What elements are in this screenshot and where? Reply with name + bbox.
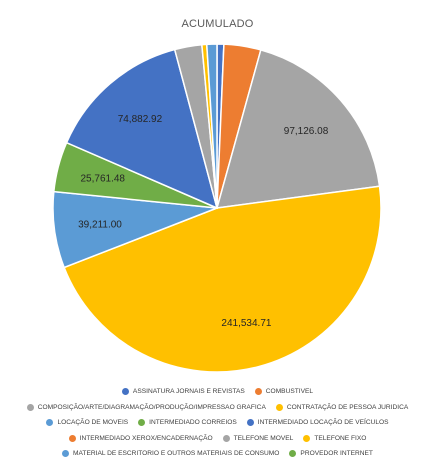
legend-row: LOCAÇÃO DE MOVEIS INTERMEDIADO CORREIOS IN… bbox=[0, 415, 435, 431]
legend-item-combustivel: COMBUSTIVEL bbox=[254, 388, 314, 396]
legend-row: COMPOSIÇÃO/ARTE/DIAGRAMAÇÃO/PRODUÇÃO/IMP… bbox=[0, 400, 435, 416]
legend-swatch bbox=[303, 434, 311, 442]
slice-intermediado-locacao-de-veiculos bbox=[65, 48, 219, 210]
chart-legend: ASSINATURA JORNAIS E REVISTAS COMBUSTIVEL… bbox=[0, 384, 435, 462]
legend-label: INTERMEDIADO CORREIOS bbox=[149, 419, 237, 427]
legend-swatch bbox=[289, 450, 297, 458]
legend-label: TELEFONE MOVEL bbox=[233, 434, 294, 442]
legend-item-intermediado-locacao-de-veiculos: INTERMEDIADO LOCAÇÃO DE VEÍCULOS bbox=[246, 419, 389, 427]
data-label-contratacao-de-pessoa-juridica: 241,534.71 bbox=[221, 318, 271, 329]
legend-item-telefone-fixo: TELEFONE FIXO bbox=[303, 434, 367, 442]
slice-contratacao-de-pessoa-juridica bbox=[63, 185, 382, 373]
legend-label: INTERMEDIADO LOCAÇÃO DE VEÍCULOS bbox=[257, 419, 389, 427]
legend-label: LOCAÇÃO DE MOVEIS bbox=[57, 419, 129, 427]
legend-label: ASSINATURA JORNAIS E REVISTAS bbox=[132, 388, 245, 396]
pie-chart: 97,126.08 241,534.71 39,211.00 25,761.48 74,… bbox=[52, 43, 382, 373]
legend-item-locacao-de-moveis: LOCAÇÃO DE MOVEIS bbox=[46, 419, 129, 427]
legend-label: COMBUSTIVEL bbox=[265, 388, 314, 396]
data-label-locacao-de-moveis: 39,211.00 bbox=[78, 219, 122, 230]
slice-material-de-escritorio-e-outros-materiais-de-consumo bbox=[205, 43, 218, 209]
legend-item-contratacao-de-pessoa-juridica: CONTRATAÇÃO DE PESSOA JURIDICA bbox=[275, 403, 409, 411]
legend-swatch bbox=[254, 388, 262, 396]
legend-swatch bbox=[46, 419, 54, 427]
legend-row: MATERIAL DE ESCRITORIO E OUTROS MATERIAI… bbox=[0, 446, 435, 462]
slice-composicao-arte-diagramacao-producao-impressao-grafica bbox=[215, 49, 381, 209]
legend-row: ASSINATURA JORNAIS E REVISTAS COMBUSTIVEL bbox=[0, 384, 435, 400]
legend-item-intermediado-correios: INTERMEDIADO CORREIOS bbox=[138, 419, 237, 427]
legend-row: INTERMEDIADO XEROX/ENCADERNAÇÃO TELEFONE … bbox=[0, 431, 435, 447]
legend-label: INTERMEDIADO XEROX/ENCADERNAÇÃO bbox=[79, 434, 213, 442]
legend-swatch bbox=[138, 419, 146, 427]
legend-swatch bbox=[246, 419, 254, 427]
data-label-composicao-arte-diagramacao-producao-impressao-grafica: 97,126.08 bbox=[284, 126, 329, 137]
legend-label: COMPOSIÇÃO/ARTE/DIAGRAMAÇÃO/PRODUÇÃO/IMP… bbox=[37, 403, 266, 411]
legend-swatch bbox=[275, 403, 283, 411]
legend-item-composicao-arte-diagramacao-producao-impressao-grafica: COMPOSIÇÃO/ARTE/DIAGRAMAÇÃO/PRODUÇÃO/IMP… bbox=[26, 403, 266, 411]
legend-swatch bbox=[222, 434, 230, 442]
legend-item-provedor-internet: PROVEDOR INTERNET bbox=[289, 450, 373, 458]
legend-label: TELEFONE FIXO bbox=[314, 434, 367, 442]
data-label-intermediado-locacao-de-veiculos: 74,882.92 bbox=[118, 114, 163, 125]
legend-item-assinatura-jornais-e-revistas: ASSINATURA JORNAIS E REVISTAS bbox=[121, 388, 245, 396]
legend-item-material-de-escritorio-e-outros-materiais-de-consumo: MATERIAL DE ESCRITORIO E OUTROS MATERIAI… bbox=[62, 450, 280, 458]
legend-swatch bbox=[26, 403, 34, 411]
legend-label: PROVEDOR INTERNET bbox=[300, 450, 373, 458]
data-label-intermediado-correios: 25,761.48 bbox=[80, 174, 125, 185]
legend-label: CONTRATAÇÃO DE PESSOA JURIDICA bbox=[286, 403, 409, 411]
legend-swatch bbox=[68, 434, 76, 442]
legend-item-telefone-movel: TELEFONE MOVEL bbox=[222, 434, 294, 442]
legend-swatch bbox=[121, 388, 129, 396]
chart-title: ACUMULADO bbox=[181, 18, 254, 30]
legend-swatch bbox=[62, 450, 70, 458]
legend-label: MATERIAL DE ESCRITORIO E OUTROS MATERIAI… bbox=[73, 450, 280, 458]
legend-item-intermediado-xerox-encadernacao: INTERMEDIADO XEROX/ENCADERNAÇÃO bbox=[68, 434, 213, 442]
